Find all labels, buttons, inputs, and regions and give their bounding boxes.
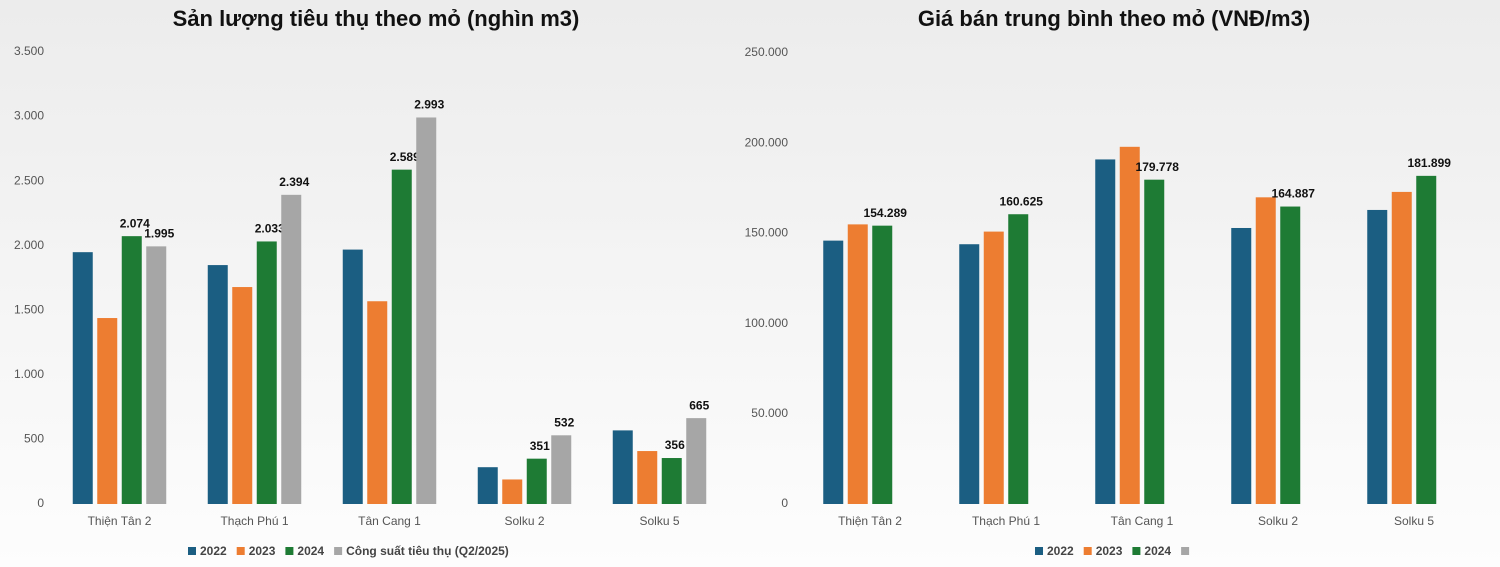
y-tick-label: 3.500 <box>14 44 44 58</box>
x-tick-label: Thạch Phú 1 <box>220 514 288 528</box>
bar <box>661 458 682 504</box>
bar <box>1231 227 1252 504</box>
legend-label: 2023 <box>1096 544 1123 558</box>
x-tick-label: Tân Cang 1 <box>1111 514 1174 528</box>
bar <box>232 287 253 504</box>
y-tick-label: 50.000 <box>751 406 788 420</box>
x-tick-label: Solku 5 <box>1394 514 1434 528</box>
data-label: 2.074 <box>120 216 150 230</box>
bar <box>1391 191 1412 504</box>
x-tick-label: Solku 5 <box>639 514 679 528</box>
x-tick-label: Thiện Tân 2 <box>88 514 152 528</box>
y-tick-label: 250.000 <box>745 45 789 59</box>
y-tick-label: 2.500 <box>14 173 44 187</box>
bar <box>121 236 142 504</box>
bar <box>551 435 572 504</box>
bar <box>637 451 658 504</box>
bar <box>146 246 167 505</box>
y-tick-label: 3.000 <box>14 109 44 123</box>
bar <box>416 117 437 504</box>
chart-title: Giá bán trung bình theo mỏ (VNĐ/m3) <box>918 6 1310 31</box>
data-label: 356 <box>665 438 685 452</box>
bar <box>983 231 1004 504</box>
bar <box>612 430 633 504</box>
data-label: 2.394 <box>279 175 309 189</box>
bar <box>502 479 523 504</box>
y-tick-label: 2.000 <box>14 238 44 252</box>
bar <box>207 265 228 504</box>
bar <box>1280 206 1301 504</box>
data-label: 179.778 <box>1136 160 1180 174</box>
legend-swatch <box>1132 547 1141 555</box>
data-label: 665 <box>689 398 709 412</box>
bar <box>477 467 498 504</box>
bar <box>97 318 118 504</box>
data-label: 164.887 <box>1272 187 1316 201</box>
bar <box>1367 209 1388 504</box>
bar <box>256 241 277 504</box>
legend-swatch <box>1035 547 1043 555</box>
data-label: 2.993 <box>414 98 444 112</box>
y-tick-label: 1.500 <box>14 302 44 316</box>
data-label: 181.899 <box>1408 156 1452 170</box>
bar <box>1144 179 1165 504</box>
bar <box>686 418 707 504</box>
legend-swatch <box>1181 547 1190 555</box>
bar <box>367 301 388 504</box>
bar <box>281 194 302 504</box>
bar <box>391 169 412 504</box>
bar <box>1095 159 1116 504</box>
x-tick-label: Tân Cang 1 <box>358 514 421 528</box>
data-label: 2.589 <box>390 150 420 164</box>
y-tick-label: 100.000 <box>745 316 789 330</box>
legend-swatch <box>1083 547 1092 555</box>
legend-label: 2022 <box>200 544 227 558</box>
data-label: 2.033 <box>255 222 285 236</box>
legend-label: Công suất tiêu thụ (Q2/2025) <box>346 544 509 558</box>
x-tick-label: Thạch Phú 1 <box>972 514 1040 528</box>
data-label: 160.625 <box>1000 194 1044 208</box>
data-label: 351 <box>530 439 550 453</box>
bar <box>872 225 893 504</box>
legend-label: 2024 <box>297 544 324 558</box>
y-tick-label: 150.000 <box>745 226 789 240</box>
x-tick-label: Thiện Tân 2 <box>838 514 902 528</box>
bar <box>1119 146 1140 505</box>
legend-swatch <box>285 547 294 555</box>
data-label: 1.995 <box>144 227 174 241</box>
y-tick-label: 1.000 <box>14 367 44 381</box>
bar <box>1008 214 1029 505</box>
legend-label: 2024 <box>1144 544 1171 558</box>
y-tick-label: 0 <box>37 496 44 510</box>
bar <box>847 224 868 504</box>
bar <box>1255 197 1276 504</box>
bar <box>1416 175 1437 505</box>
chart-title: Sản lượng tiêu thụ theo mỏ (nghìn m3) <box>173 6 580 31</box>
x-tick-label: Solku 2 <box>1258 514 1298 528</box>
y-tick-label: 0 <box>781 496 788 510</box>
bar <box>959 244 980 504</box>
legend-swatch <box>236 547 245 555</box>
bar <box>72 252 93 504</box>
legend-swatch <box>334 547 343 555</box>
legend-swatch <box>188 547 196 555</box>
bar <box>526 458 547 504</box>
x-tick-label: Solku 2 <box>504 514 544 528</box>
legend-label: 2023 <box>249 544 276 558</box>
y-tick-label: 500 <box>24 432 44 446</box>
bar <box>342 249 363 504</box>
data-label: 154.289 <box>864 206 908 220</box>
y-tick-label: 200.000 <box>745 135 789 149</box>
bar <box>823 240 844 504</box>
legend-label: 2022 <box>1047 544 1074 558</box>
data-label: 532 <box>554 415 574 429</box>
